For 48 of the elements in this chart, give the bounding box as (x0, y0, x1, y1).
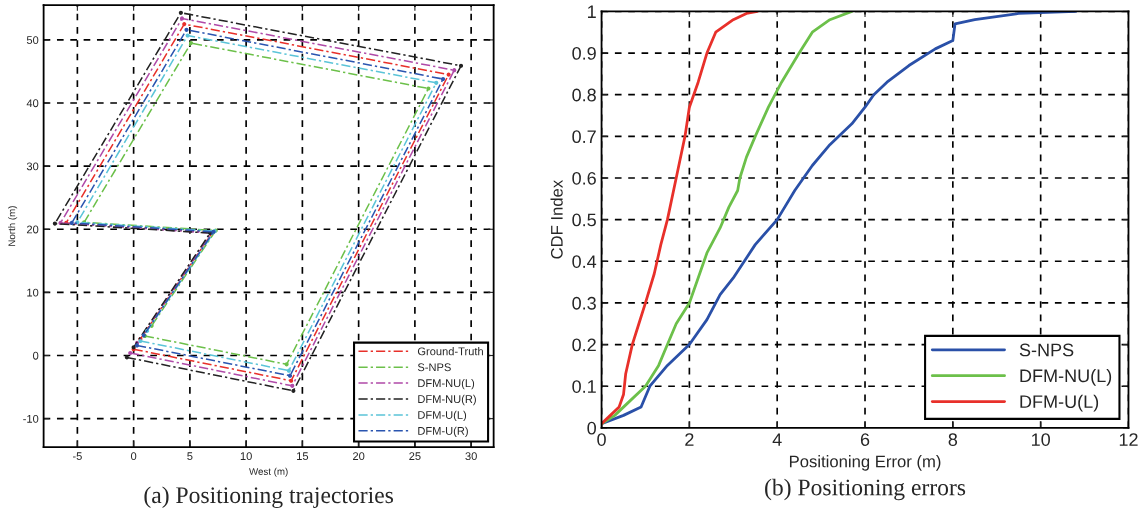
y-tick-label: 40 (26, 99, 39, 108)
legend-label: Ground-Truth (417, 347, 483, 356)
y-tick-label: 0.7 (572, 130, 596, 144)
x-tick-label: 0 (597, 433, 606, 446)
legend-label: DFM-NU(R) (418, 394, 476, 406)
y-tick-label: 0.6 (572, 171, 596, 185)
legend-label: S-NPS (1019, 343, 1074, 357)
x-tick-label: 5 (187, 452, 193, 461)
y-tick-label: 0.4 (572, 255, 597, 268)
legend-label: DFM-NU(L) (418, 378, 475, 390)
y-tick-label: 10 (27, 288, 39, 297)
text: (b) Positioning errors (765, 478, 966, 501)
y-tick-label: 0.2 (572, 338, 596, 352)
x-tick-label: 12 (1119, 433, 1138, 446)
x-tick-label: 25 (409, 452, 421, 461)
text: (a) Positioning trajectories (144, 486, 394, 509)
y-tick-label: 1 (588, 5, 596, 18)
x-tick-label: 6 (860, 433, 870, 446)
y-tick-label: 0 (587, 421, 596, 435)
x-tick-label: 10 (1032, 433, 1050, 446)
y-tick-label: 0.9 (572, 46, 596, 60)
x-tick-label: 8 (948, 433, 958, 446)
y-axis-title: CDF Index (550, 179, 563, 259)
x-tick-label: 15 (297, 452, 309, 461)
y-tick-label: 0.3 (572, 296, 596, 310)
legend-label: DFM-U(L) (1020, 394, 1099, 412)
x-axis-title: Positioning Error (m) (789, 455, 941, 471)
y-tick-label: 30 (26, 162, 39, 171)
legend-label: DFM-NU(L) (1020, 368, 1112, 386)
x-tick-label: 4 (772, 433, 782, 446)
x-tick-label: -5 (72, 452, 82, 461)
y-tick-label: 0.1 (572, 380, 596, 393)
x-tick-label: 10 (240, 452, 252, 461)
x-tick-label: 0 (130, 452, 137, 461)
legend-label: DFM-U(R) (418, 426, 468, 438)
y-tick-label: -10 (23, 414, 39, 423)
x-tick-label: 20 (353, 452, 365, 461)
x-tick-label: 2 (685, 433, 694, 446)
y-tick-label: 20 (26, 225, 39, 234)
x-axis-title: West (m) (249, 467, 288, 477)
legend-label: DFM-U(L) (418, 410, 467, 422)
y-axis-title: North (m) (8, 206, 18, 246)
y-tick-label: 0.5 (572, 213, 596, 227)
y-tick-label: 0 (33, 351, 39, 360)
legend-label: S-NPS (417, 363, 451, 372)
y-tick-label: 0.8 (572, 88, 596, 102)
y-tick-label: 50 (26, 36, 39, 45)
x-tick-label: 30 (465, 452, 477, 461)
